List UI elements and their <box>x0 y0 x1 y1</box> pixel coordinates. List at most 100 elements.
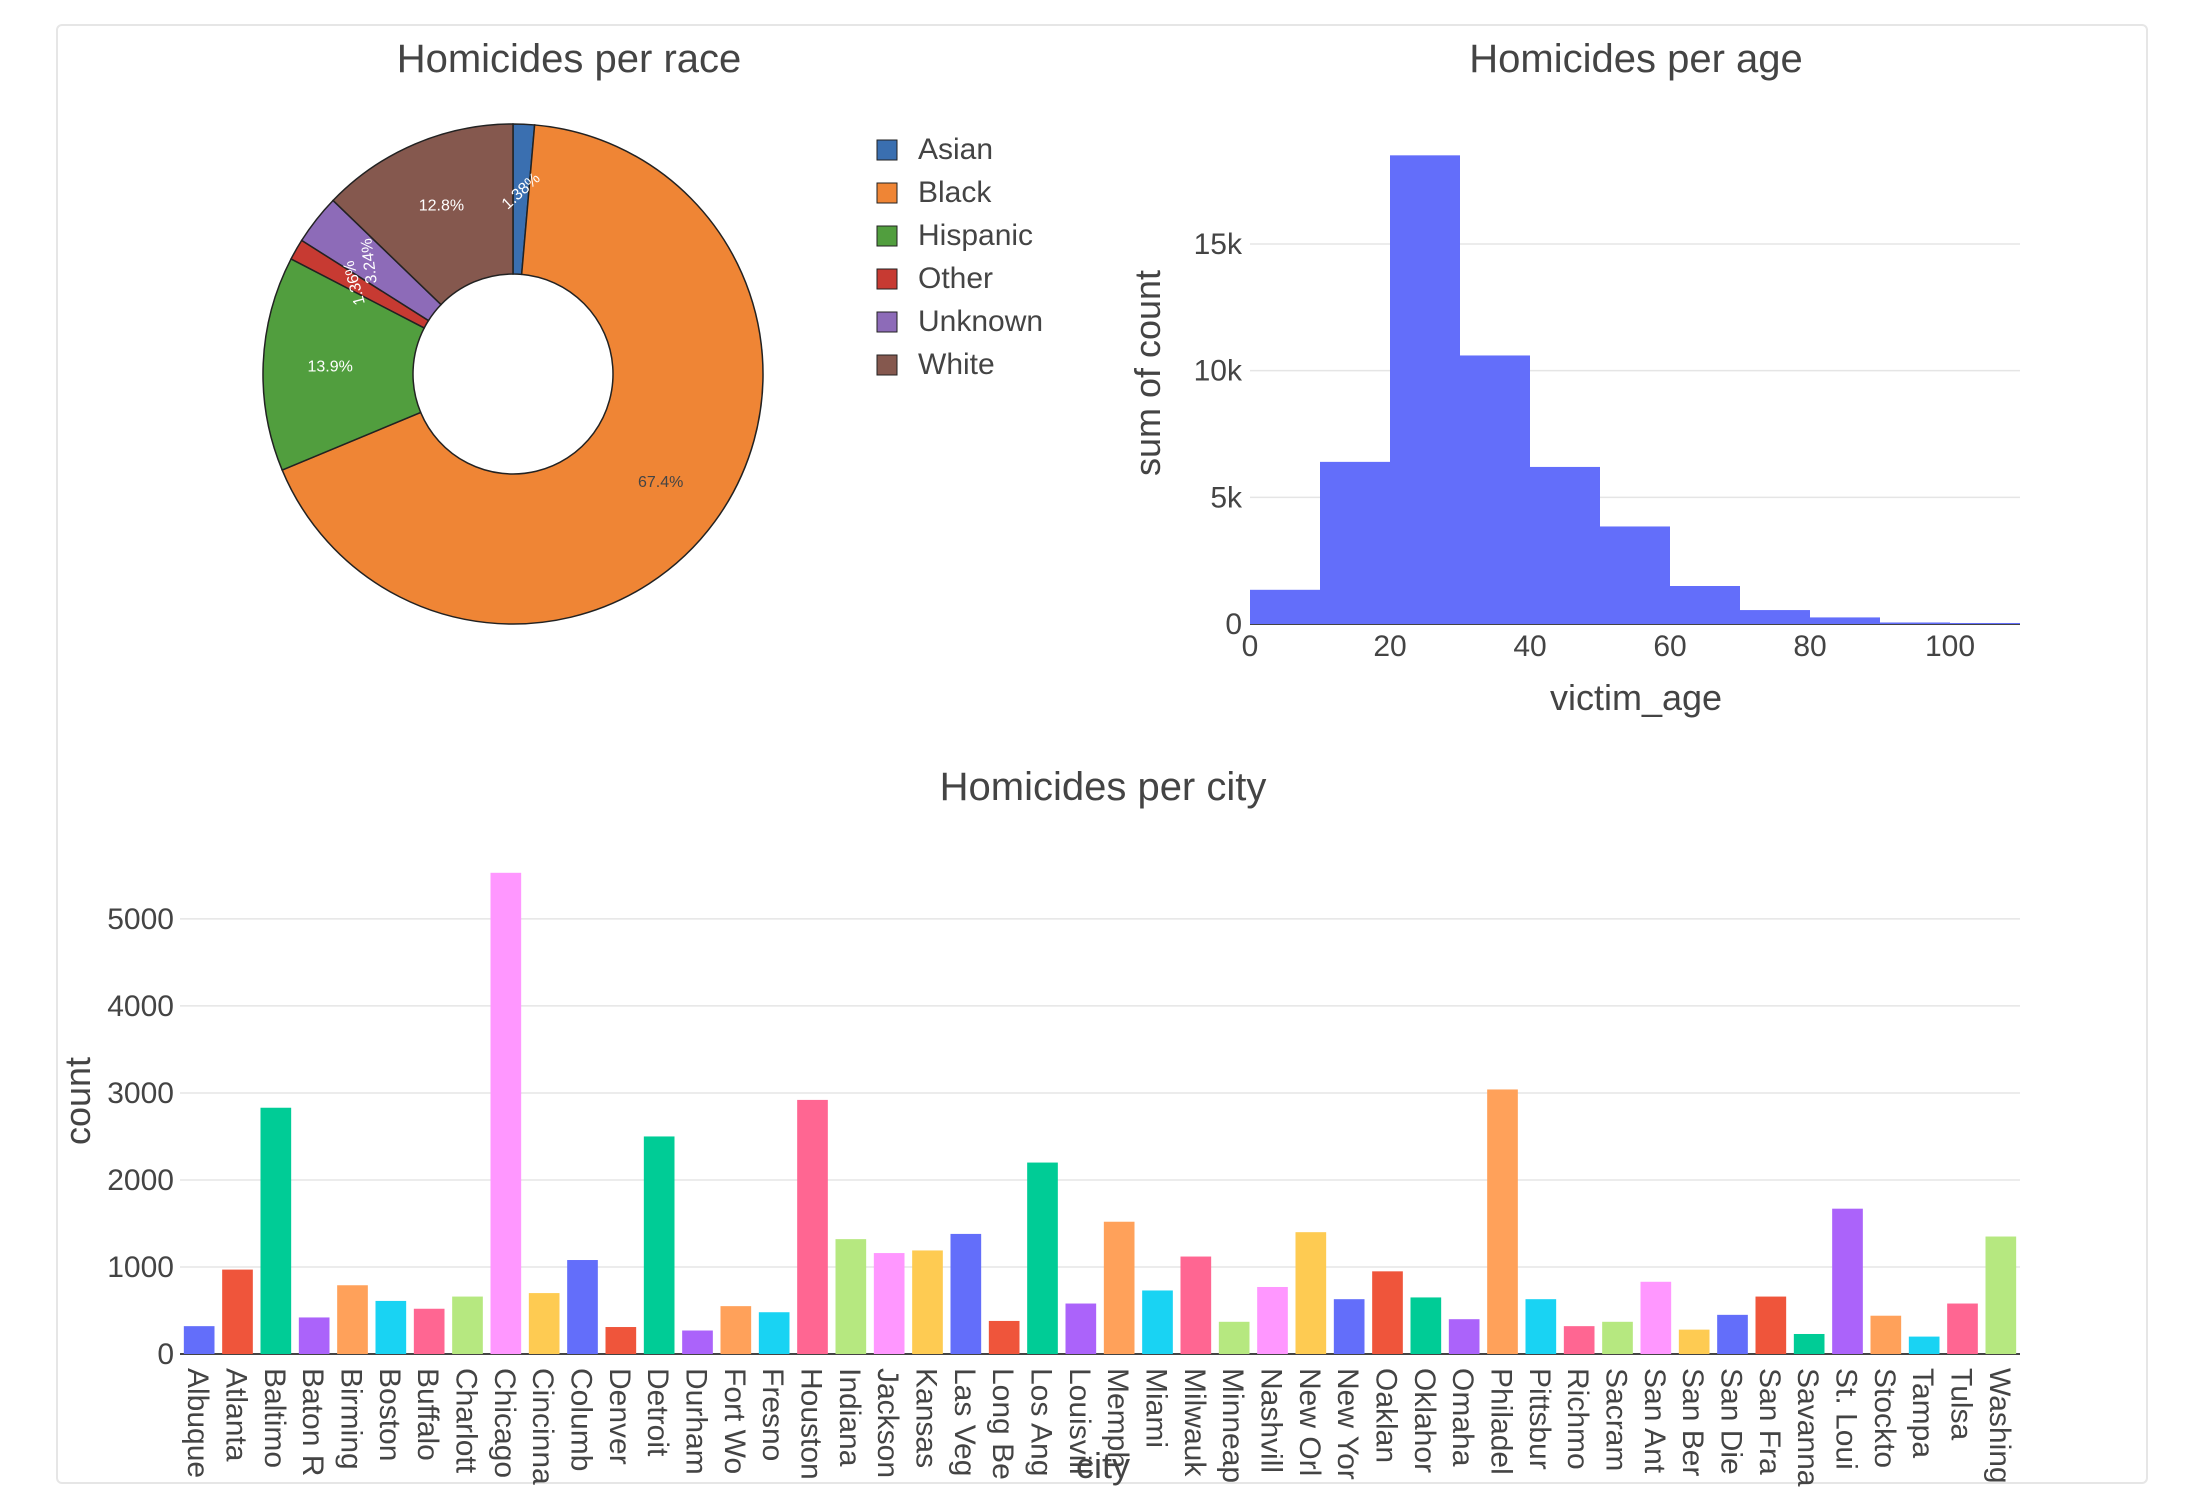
city-bar-memph <box>1103 1221 1135 1354</box>
legend-item-white[interactable]: White <box>876 348 995 381</box>
city-bar-philadel <box>1487 1089 1518 1354</box>
slice-label-black: 67.4% <box>638 474 683 491</box>
legend-item-asian[interactable]: Asian <box>876 133 993 166</box>
legend-swatch-white <box>876 354 898 376</box>
age-x-tick: 100 <box>1925 630 1975 663</box>
slice-label-hispanic: 13.9% <box>307 358 352 375</box>
city-y-axis-title: count <box>57 1057 98 1145</box>
age-bin-bar <box>1810 617 1880 624</box>
age-x-tick: 20 <box>1373 630 1406 663</box>
city-x-tick: Long Be <box>986 1368 1019 1480</box>
age-x-tick: 60 <box>1653 630 1686 663</box>
city-bar-ticks: 0 1000 2000 3000 4000 5000 Albuque Atlanta Balti… <box>107 903 2016 1487</box>
legend-item-black[interactable]: Black <box>876 176 992 209</box>
city-bar-cincinna <box>528 1293 560 1354</box>
city-x-tick: Indiana <box>833 1368 866 1467</box>
city-bar-chicago <box>490 872 522 1354</box>
city-bar-detroit <box>643 1136 675 1354</box>
city-x-tick: Las Veg <box>948 1368 981 1476</box>
city-x-tick: St. Loui <box>1830 1368 1863 1470</box>
legend-label-other: Other <box>918 262 993 295</box>
age-x-axis-title: victim_age <box>1550 677 1722 718</box>
city-x-tick: Fort Wo <box>718 1368 751 1474</box>
city-bar-richmo <box>1563 1326 1595 1354</box>
age-bin-bar <box>1670 586 1740 624</box>
legend-label-black: Black <box>918 176 992 209</box>
legend-item-other[interactable]: Other <box>876 262 993 295</box>
city-bar-san-fra <box>1755 1296 1787 1354</box>
age-bin-bar <box>1320 461 1390 624</box>
city-x-tick: Atlanta <box>220 1368 253 1462</box>
city-x-tick: Albuque <box>181 1368 214 1478</box>
city-x-tick: Nashvill <box>1255 1368 1288 1473</box>
city-bar-louisvill <box>1065 1303 1097 1354</box>
age-x-tick: 80 <box>1793 630 1826 663</box>
city-x-tick: San Die <box>1715 1368 1748 1475</box>
age-histogram-bars <box>1250 155 2020 625</box>
city-x-tick: Jackson <box>871 1368 904 1478</box>
city-x-tick: San Ber <box>1676 1368 1709 1476</box>
city-bar-jackson <box>873 1253 905 1354</box>
city-x-tick: Cincinna <box>526 1368 559 1485</box>
legend-swatch-asian <box>876 139 898 161</box>
city-bar-houston <box>797 1099 828 1354</box>
city-bar-buffalo <box>413 1308 445 1354</box>
city-y-tick: 3000 <box>107 1077 174 1110</box>
city-bar-omaha <box>1448 1319 1480 1354</box>
city-x-tick: Boston <box>373 1368 406 1461</box>
age-bin-bar <box>1460 355 1530 624</box>
age-histogram-ticks: 0 5k 10k 15k 0 20 40 60 80 100 <box>1194 228 1975 663</box>
city-bar-boston <box>375 1300 407 1354</box>
city-x-tick: Los Ang <box>1025 1368 1058 1476</box>
age-y-tick: 5k <box>1210 481 1243 514</box>
city-bar-los-ang <box>1027 1162 1058 1354</box>
race-legend: Asian Black Hispanic Other Unknown White <box>876 133 1043 381</box>
age-bin-bar <box>1880 622 1950 624</box>
city-x-tick: Oaklan <box>1370 1368 1403 1463</box>
city-x-tick: Charlott <box>450 1368 483 1474</box>
city-bar-las-veg <box>950 1233 982 1354</box>
city-bar-indiana <box>835 1239 867 1354</box>
city-bar-new-yor <box>1333 1299 1365 1354</box>
city-y-tick: 5000 <box>107 903 174 936</box>
city-bar-tampa <box>1908 1336 1940 1354</box>
city-bar-fort-wo <box>720 1306 752 1354</box>
city-chart-title: Homicides per city <box>940 765 1267 809</box>
age-x-tick: 0 <box>1242 630 1259 663</box>
race-chart-title: Homicides per race <box>397 37 742 81</box>
legend-item-unknown[interactable]: Unknown <box>876 305 1043 338</box>
city-x-tick: Minneap <box>1216 1368 1249 1483</box>
race-donut-chart <box>262 123 764 625</box>
age-chart-title: Homicides per age <box>1469 37 1803 81</box>
city-x-tick: Memph <box>1101 1368 1134 1468</box>
city-x-tick: Baltimo <box>258 1368 291 1468</box>
age-y-tick: 10k <box>1194 355 1243 388</box>
city-y-tick: 2000 <box>107 1164 174 1197</box>
age-bin-bar <box>1530 466 1600 624</box>
city-bar-charlott <box>452 1296 483 1354</box>
city-x-tick: Miami <box>1140 1368 1173 1448</box>
city-x-tick: Durham <box>680 1368 713 1475</box>
city-bar-pittsbur <box>1525 1299 1557 1354</box>
slice-white <box>331 123 514 306</box>
legend-label-hispanic: Hispanic <box>918 219 1033 252</box>
age-y-axis-title: sum of count <box>1127 270 1168 476</box>
legend-item-hispanic[interactable]: Hispanic <box>876 219 1033 252</box>
city-x-tick: Tulsa <box>1945 1368 1978 1441</box>
city-x-tick: Washing <box>1983 1368 2016 1484</box>
city-bar-durham <box>682 1330 713 1354</box>
legend-swatch-unknown <box>876 311 898 333</box>
city-x-tick: Omaha <box>1446 1368 1479 1467</box>
city-bar-oklahor <box>1410 1297 1442 1354</box>
city-x-tick: Birming <box>335 1368 368 1470</box>
legend-label-white: White <box>918 348 995 381</box>
city-bar-minneap <box>1218 1321 1250 1354</box>
city-bar-oaklan <box>1372 1271 1403 1354</box>
slice-label-unknown: 3.24% <box>358 237 380 284</box>
city-x-tick: Chicago <box>488 1368 521 1478</box>
city-bar-miami <box>1142 1290 1173 1354</box>
age-y-tick: 0 <box>1225 608 1242 641</box>
city-bar-birming <box>337 1285 368 1354</box>
city-x-tick: Pittsbur <box>1523 1368 1556 1470</box>
